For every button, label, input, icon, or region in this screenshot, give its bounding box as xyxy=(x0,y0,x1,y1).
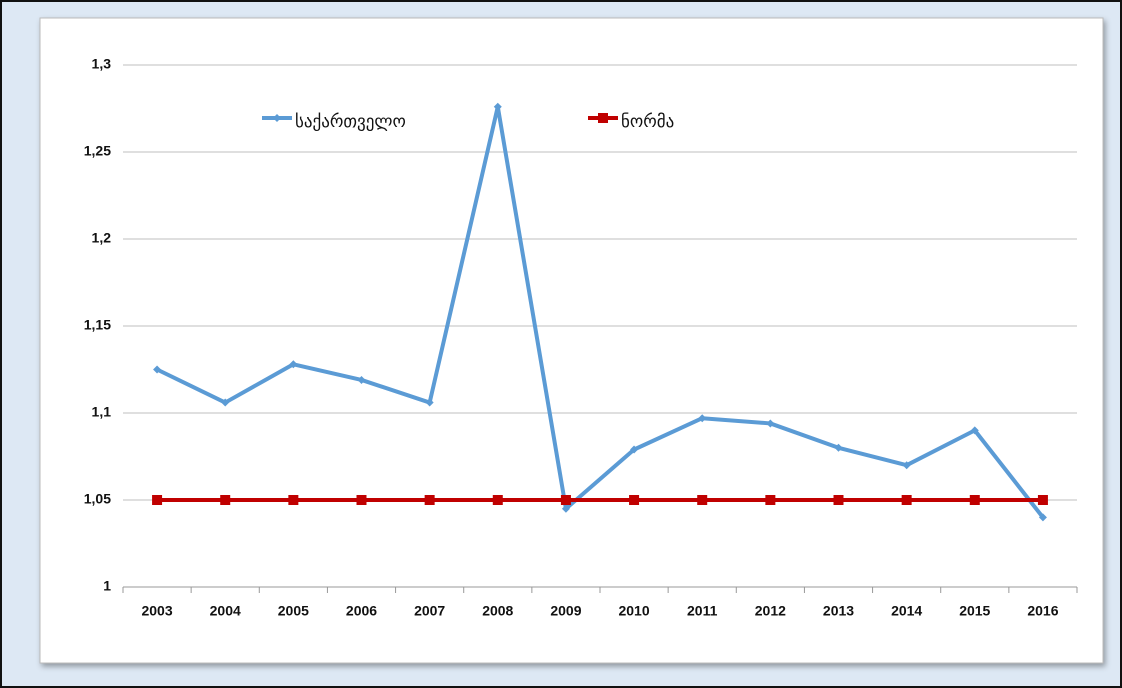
series-line xyxy=(156,104,1045,519)
marker xyxy=(288,495,299,505)
legend-marker xyxy=(273,114,281,122)
marker xyxy=(561,504,570,513)
marker xyxy=(766,419,775,428)
x-tick-label: 2007 xyxy=(414,603,445,619)
marker xyxy=(357,375,366,384)
chart-panel xyxy=(39,17,1104,664)
legend-label: საქართველო xyxy=(295,112,406,132)
marker xyxy=(221,398,230,407)
legend-label: ნორმა xyxy=(621,112,674,132)
x-tick-label: 2015 xyxy=(959,603,990,619)
y-tick-label: 1 xyxy=(103,578,111,594)
marker xyxy=(833,495,844,505)
y-tick-label: 1,25 xyxy=(84,143,111,159)
x-tick-label: 2014 xyxy=(891,603,922,619)
legend-marker xyxy=(598,113,608,123)
marker xyxy=(969,495,980,505)
x-tick-label: 2009 xyxy=(550,603,581,619)
x-tick-label: 2005 xyxy=(278,603,309,619)
marker xyxy=(630,445,639,454)
marker xyxy=(698,414,707,423)
x-tick-label: 2016 xyxy=(1027,603,1058,619)
marker xyxy=(902,461,911,470)
y-tick-label: 1,1 xyxy=(92,404,112,420)
marker xyxy=(970,426,979,435)
x-tick-label: 2011 xyxy=(687,603,718,619)
marker xyxy=(697,495,708,505)
marker xyxy=(424,495,435,505)
marker xyxy=(220,495,231,505)
x-tick-label: 2006 xyxy=(346,603,377,619)
marker xyxy=(1038,513,1047,522)
y-tick-label: 1,3 xyxy=(92,56,112,72)
marker xyxy=(492,495,503,505)
y-tick-label: 1,05 xyxy=(84,491,111,507)
x-tick-label: 2003 xyxy=(141,603,172,619)
marker xyxy=(152,495,163,505)
marker xyxy=(289,360,298,369)
x-tick-label: 2010 xyxy=(618,603,649,619)
marker xyxy=(901,495,912,505)
marker xyxy=(765,495,776,505)
marker xyxy=(356,495,367,505)
y-tick-label: 1,15 xyxy=(84,317,111,333)
marker xyxy=(560,495,571,505)
marker xyxy=(629,495,640,505)
x-tick-label: 2004 xyxy=(210,603,241,619)
y-tick-label: 1,2 xyxy=(92,230,112,246)
x-tick-label: 2008 xyxy=(482,603,513,619)
marker xyxy=(1037,495,1048,505)
marker xyxy=(425,398,434,407)
marker xyxy=(493,102,502,111)
x-tick-label: 2013 xyxy=(823,603,854,619)
marker xyxy=(834,443,843,452)
marker xyxy=(153,365,162,374)
x-tick-label: 2012 xyxy=(755,603,786,619)
